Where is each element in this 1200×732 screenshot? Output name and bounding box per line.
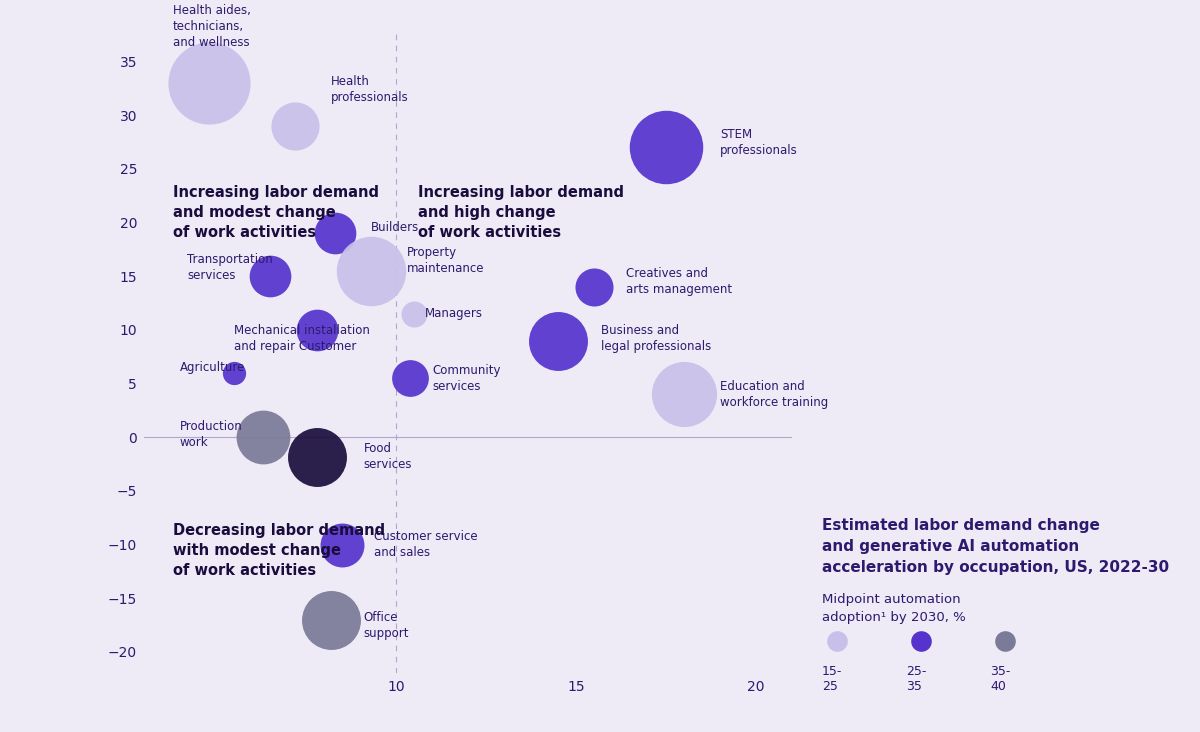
Point <box>224 367 244 378</box>
Text: Managers: Managers <box>425 307 482 321</box>
Text: 25-
35: 25- 35 <box>906 665 926 692</box>
Text: Production
work: Production work <box>180 419 242 449</box>
Text: Property
maintenance: Property maintenance <box>407 246 485 274</box>
Point <box>361 265 380 277</box>
Point <box>996 635 1015 646</box>
Text: Transportation
services: Transportation services <box>187 253 272 282</box>
Point <box>674 389 694 400</box>
Text: Customer service
and sales: Customer service and sales <box>374 530 478 559</box>
Point <box>401 373 420 384</box>
Text: Health
professionals: Health professionals <box>331 75 409 105</box>
Point <box>307 324 326 336</box>
Point <box>404 308 424 320</box>
Point <box>548 335 568 346</box>
Point <box>656 141 676 153</box>
Text: Increasing labor demand
and modest change
of work activities: Increasing labor demand and modest chang… <box>173 185 379 239</box>
Text: Education and
workforce training: Education and workforce training <box>720 380 828 408</box>
Text: Community
services: Community services <box>432 364 500 392</box>
Text: Increasing labor demand
and high change
of work activities: Increasing labor demand and high change … <box>418 185 624 239</box>
Text: Decreasing labor demand
with modest change
of work activities: Decreasing labor demand with modest chan… <box>173 523 385 578</box>
Text: Health aides,
technicians,
and wellness: Health aides, technicians, and wellness <box>173 4 251 48</box>
Point <box>325 228 344 239</box>
Point <box>260 270 280 282</box>
Point <box>584 281 604 293</box>
Text: Creatives and
arts management: Creatives and arts management <box>626 267 732 296</box>
Text: Food
services: Food services <box>364 442 412 471</box>
Text: Office
support: Office support <box>364 610 409 640</box>
Text: Estimated labor demand change
and generative AI automation
acceleration by occup: Estimated labor demand change and genera… <box>822 518 1169 575</box>
Point <box>286 120 305 132</box>
Point <box>307 451 326 463</box>
Point <box>912 635 931 646</box>
Text: STEM
professionals: STEM professionals <box>720 127 798 157</box>
Text: 35-
40: 35- 40 <box>990 665 1010 692</box>
Point <box>828 635 847 646</box>
Point <box>332 539 352 550</box>
Point <box>199 77 218 89</box>
Text: Builders: Builders <box>371 221 419 234</box>
Point <box>322 614 341 626</box>
Text: Midpoint automation
adoption¹ by 2030, %: Midpoint automation adoption¹ by 2030, % <box>822 593 966 624</box>
Text: Mechanical installation
and repair Customer: Mechanical installation and repair Custo… <box>234 324 370 353</box>
Text: 15-
25: 15- 25 <box>822 665 842 692</box>
Text: Agriculture: Agriculture <box>180 361 245 374</box>
Point <box>253 431 272 443</box>
Text: Business and
legal professionals: Business and legal professionals <box>601 324 712 353</box>
